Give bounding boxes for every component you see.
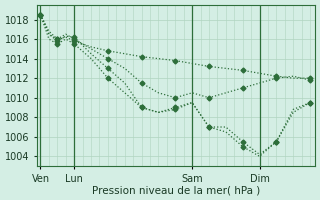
X-axis label: Pression niveau de la mer( hPa ): Pression niveau de la mer( hPa ) bbox=[92, 185, 260, 195]
